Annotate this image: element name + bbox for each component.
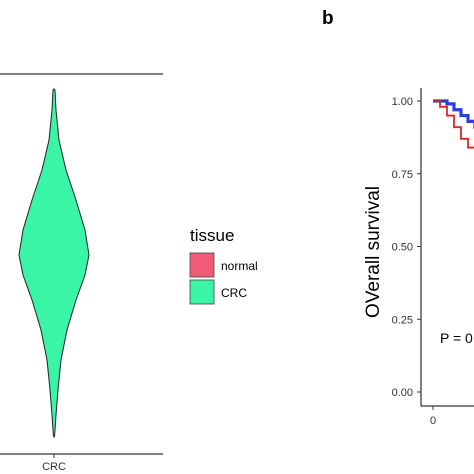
violin-x-tick-label: CRC: [42, 461, 66, 473]
violin-crc: [18, 88, 90, 438]
legend-label-normal: normal: [221, 259, 258, 273]
y-axis-label: OVerall survival: [363, 186, 384, 318]
y-tick-label-1: 0.25: [392, 314, 413, 326]
y-ticks: 0.00 0.25 0.50 0.75 1.00: [392, 96, 421, 399]
survival-curve-0: [433, 99, 474, 129]
survival-curve-1: [433, 100, 474, 149]
y-tick-label-4: 1.00: [392, 96, 413, 108]
survival-curves: [433, 99, 474, 149]
y-tick-label-2: 0.50: [392, 242, 413, 254]
legend-swatch-crc: [189, 279, 215, 305]
x-tick-label-0: 0: [430, 415, 436, 427]
panel-label-b: b: [322, 8, 334, 29]
y-tick-label-3: 0.75: [392, 169, 413, 181]
survival-panel: b OVerall survival 0.000.250.500.751.00 …: [322, 8, 474, 427]
legend-label-crc: CRC: [221, 286, 247, 300]
violin-panel: CRC: [0, 73, 163, 473]
p-value-annotation: P = 0: [440, 330, 473, 346]
y-tick-label-0: 0.00: [392, 387, 413, 399]
legend: tissue normal CRC: [189, 226, 258, 305]
legend-swatch-normal: [189, 252, 215, 278]
legend-title: tissue: [190, 226, 234, 245]
